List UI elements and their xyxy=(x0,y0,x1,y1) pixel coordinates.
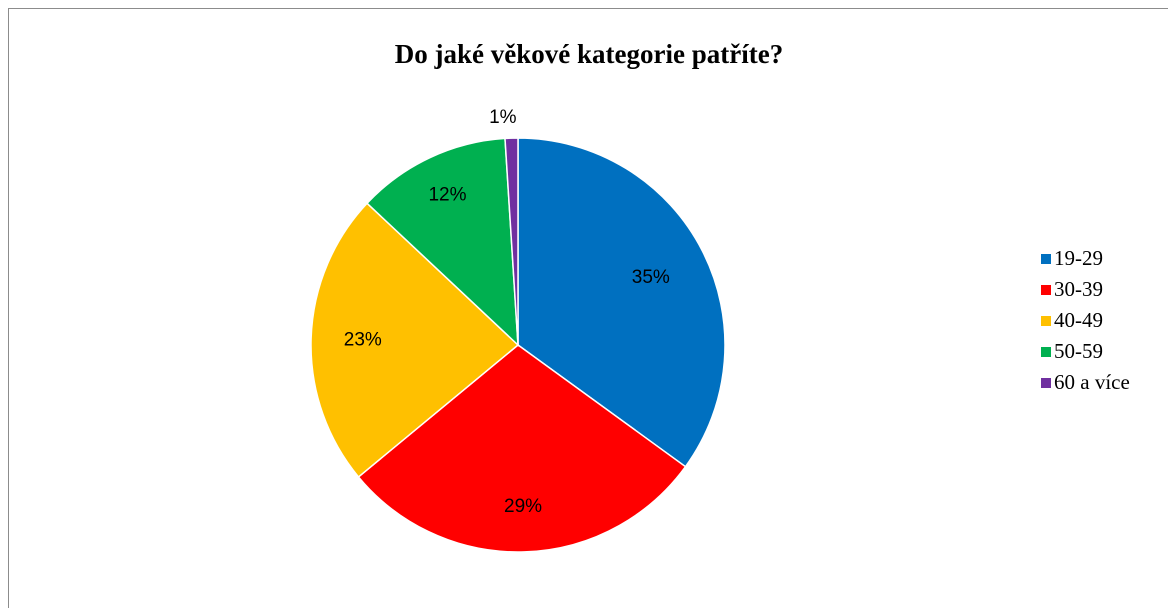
legend-entry-30-39: 30-39 xyxy=(1041,274,1130,305)
legend-entry-50-59: 50-59 xyxy=(1041,336,1130,367)
legend-swatch xyxy=(1041,284,1051,295)
chart-title: Do jaké věkové kategorie patříte? xyxy=(394,39,784,69)
pie-chart: 35% 29% 23% 12% 1% xyxy=(310,107,726,553)
legend: 19-29 30-39 40-49 50-59 60 a více xyxy=(1041,243,1130,398)
data-label-40-49: 23% xyxy=(344,330,382,351)
data-label-60-a-více: 1% xyxy=(489,107,517,128)
legend-label: 30-39 xyxy=(1054,277,1103,301)
pie-slice-60-a-více xyxy=(504,137,519,346)
legend-label: 19-29 xyxy=(1054,246,1103,270)
pie-slice-19-29 xyxy=(517,137,726,468)
legend-swatch xyxy=(1041,253,1051,264)
pie-slice-40-49 xyxy=(310,202,520,479)
legend-entry-19-29: 19-29 xyxy=(1041,243,1130,274)
legend-swatch xyxy=(1041,377,1051,388)
data-label-19-29: 35% xyxy=(632,267,670,288)
legend-entry-60-a-více: 60 a více xyxy=(1041,367,1130,398)
legend-swatch xyxy=(1041,346,1051,357)
pie-slice-30-39 xyxy=(357,344,687,553)
chart-area: Do jaké věkové kategorie patříte? 35% 29%… xyxy=(8,8,1168,608)
data-label-50-59: 12% xyxy=(428,185,466,206)
legend-label: 40-49 xyxy=(1054,308,1103,332)
legend-swatch xyxy=(1041,315,1051,326)
legend-label: 50-59 xyxy=(1054,339,1103,363)
legend-label: 60 a více xyxy=(1054,370,1130,394)
pie-slice-50-59 xyxy=(366,137,519,347)
data-label-30-39: 29% xyxy=(504,496,542,517)
legend-entry-40-49: 40-49 xyxy=(1041,305,1130,336)
